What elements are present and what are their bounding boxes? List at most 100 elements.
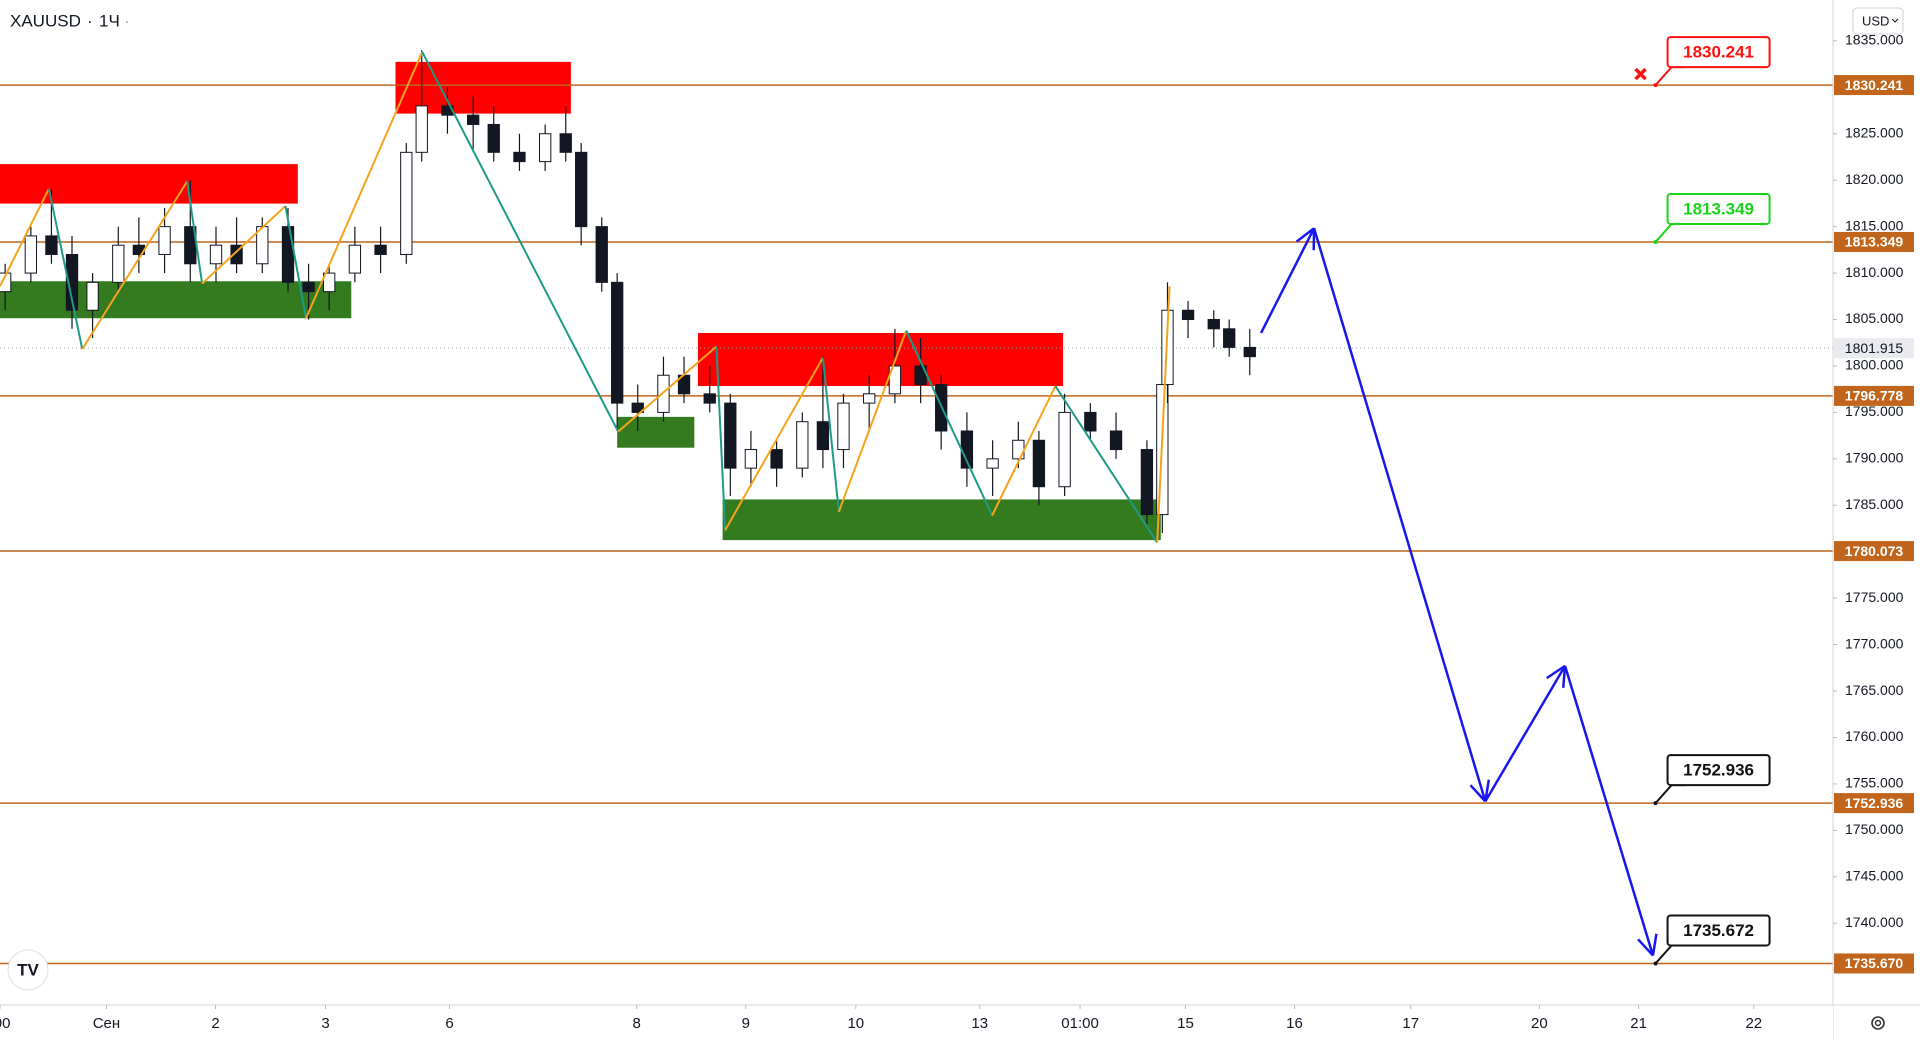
level-axis-label-bg [1834,385,1914,406]
level-axis-label-bg [1834,75,1914,96]
callout-box [1666,914,1771,947]
zigzag-leg [821,357,840,512]
candle-body [302,281,315,293]
callout-anchor [1653,801,1658,806]
candle-body [1058,411,1071,488]
zigzag-leg [905,330,994,516]
candle-body [158,226,171,256]
zigzag-leg [991,385,1057,516]
candle-body [703,393,716,404]
axes: 1735.0001740.0001745.0001750.0001755.000… [0,32,1914,1032]
x-tick-label: 17 [1402,1015,1419,1032]
current-price-label-bg [1834,338,1914,359]
level-axis-label-bg [1834,953,1914,974]
candle-body [112,244,125,283]
candle-body [837,402,850,451]
currency-button[interactable] [1852,7,1904,35]
callout-label: 1735.672 [1683,921,1754,940]
zone [0,281,352,319]
candle-body [86,281,99,311]
x-tick-label: 20 [1531,1015,1548,1032]
candle-body [281,226,295,283]
candle-body [1140,449,1154,516]
candle-body [230,244,243,265]
callout-anchor [1653,239,1658,244]
projection-leg [1259,227,1316,334]
candle-body [816,421,830,451]
x-tick-label: 10 [847,1015,864,1032]
settings-icon[interactable] [1871,1016,1885,1030]
zigzag-leg [47,188,84,350]
candle-body [611,281,624,404]
zigzag-leg [284,205,307,319]
y-tick-label: 1765.000 [1845,682,1904,698]
x-tick-label: 21 [1630,1015,1647,1032]
logo-mark: TV [17,960,39,979]
level-axis-label: 1796.778 [1845,388,1904,404]
separator: · [87,11,93,30]
time-axis [0,1005,1833,1040]
y-tick-label: 1775.000 [1845,589,1904,605]
zone [722,499,1161,541]
logo[interactable] [7,949,49,991]
y-tick-label: 1805.000 [1845,310,1904,326]
y-tick-label: 1790.000 [1845,450,1904,466]
level-axis-label: 1830.241 [1845,77,1904,93]
candle-body [400,151,413,256]
y-tick-label: 1810.000 [1845,264,1904,280]
candle-body [1032,439,1046,488]
projection-arrowhead [1637,933,1658,957]
candle-body [65,254,79,311]
plot-area: 1830.241 1813.349 1752.936 1735.672 [0,36,1833,966]
zigzag-leg [1156,286,1171,543]
candle-body [724,402,737,469]
zigzag-leg [421,51,620,433]
candle-body [1084,411,1097,432]
x-tick-label: Сен [93,1015,120,1032]
candle-body [744,449,758,469]
candle-body [559,133,572,153]
candle-body [1223,328,1236,348]
callout-box [1666,36,1771,69]
x-tick-label: 15 [1177,1015,1194,1032]
zigzag-leg [837,330,908,513]
zigzag-leg [0,188,50,287]
y-tick-label: 1800.000 [1845,357,1904,373]
level-axis-label: 1813.349 [1845,234,1904,250]
zigzag-leg [617,345,718,433]
projection-leg [1563,665,1655,956]
level-axis-label: 1752.936 [1845,795,1904,811]
callout-anchor [1653,83,1658,88]
callout-label: 1813.349 [1683,199,1754,218]
zigzag-leg [81,180,189,350]
level-axis-label-bg [1834,793,1914,814]
level-axis-label: 1735.670 [1845,955,1904,971]
level-axis-label: 1780.073 [1845,543,1904,559]
zigzag-leg [1054,385,1159,544]
currency[interactable]: USD [1862,13,1889,28]
candle-body [1181,309,1195,321]
x-tick-label: 2 [211,1015,219,1032]
callout-label: 1830.241 [1683,43,1754,62]
projection-leg [1484,665,1567,803]
x-tick-label: 6 [445,1015,453,1032]
zigzag-leg [724,357,824,531]
candle-body [348,244,362,274]
candle-body [415,105,428,153]
y-tick-label: 1760.000 [1845,728,1904,744]
level-axis-label-bg [1834,231,1914,252]
x-tick-label: 13 [971,1015,988,1032]
candle-body [1243,346,1256,358]
candle-body [513,151,526,163]
candle-body [595,226,608,283]
candle-body [539,133,552,163]
y-tick-label: 1815.000 [1845,217,1904,233]
x-tick-label: 3 [321,1015,329,1032]
candle-body [374,244,387,256]
candle-body [467,114,480,125]
currency-caret [1891,18,1899,23]
candle-body [986,458,999,469]
x-tick-label: 01:00 [1061,1015,1099,1032]
stop-marker [1634,67,1647,81]
